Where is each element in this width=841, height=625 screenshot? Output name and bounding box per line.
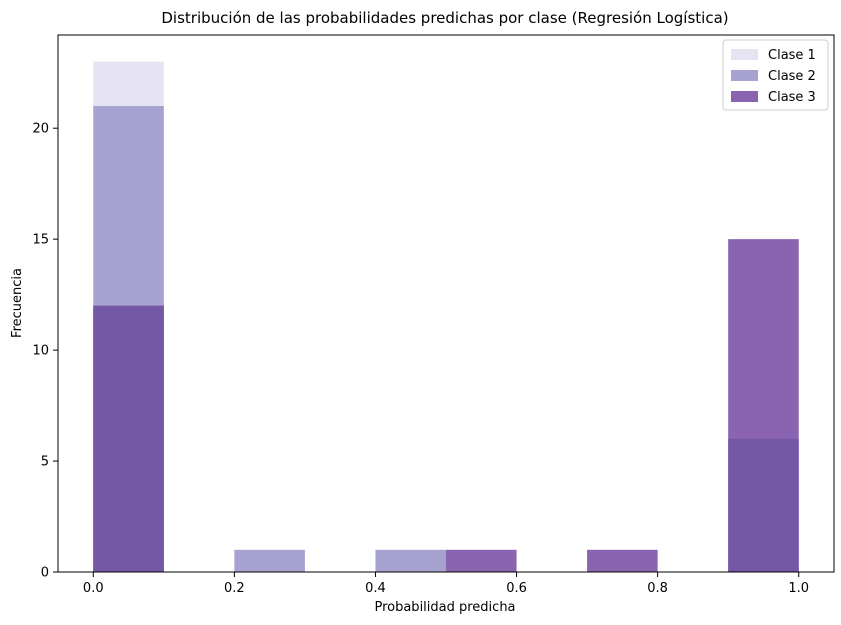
- legend-label-2: Clase 2: [768, 69, 816, 84]
- bar-series-2-bin-1: [234, 549, 305, 572]
- legend: Clase 1 Clase 2 Clase 3: [722, 39, 829, 111]
- x-axis: 0.0 0.2 0.4 0.6 0.8 1.0: [83, 572, 809, 596]
- legend-swatch-3: [731, 91, 758, 102]
- x-axis-title: Probabilidad predicha: [374, 600, 515, 615]
- y-tick-label: 15: [32, 233, 49, 248]
- bars-layer: [93, 61, 799, 573]
- y-axis: 0 5 10 15 20: [32, 122, 58, 581]
- legend-label-3: Clase 3: [768, 90, 816, 105]
- x-tick-label: 0.4: [365, 581, 386, 596]
- plot-frame: [57, 34, 835, 573]
- x-tick-label: 0.8: [647, 581, 668, 596]
- chart-title: Distribución de las probabilidades predi…: [161, 9, 728, 27]
- bar-series-2-bin-2: [375, 549, 446, 572]
- y-axis-title: Frecuencia: [10, 268, 25, 338]
- legend-label-1: Clase 1: [768, 48, 816, 63]
- x-tick-label: 0.0: [83, 581, 104, 596]
- legend-swatch-1: [731, 49, 758, 60]
- legend-swatch-2: [731, 70, 758, 81]
- y-tick-label: 10: [32, 344, 49, 359]
- bar-series-3-bin-1: [446, 549, 517, 572]
- bar-overlap-1: [728, 438, 799, 572]
- x-tick-label: 0.2: [224, 581, 245, 596]
- y-tick-label: 5: [41, 455, 49, 470]
- y-tick-label: 20: [32, 122, 49, 137]
- x-tick-label: 0.6: [506, 581, 527, 596]
- y-tick-label: 0: [41, 566, 49, 581]
- bar-series-3-bin-2: [587, 549, 658, 572]
- bar-overlap-0: [93, 305, 164, 572]
- x-tick-label: 1.0: [788, 581, 809, 596]
